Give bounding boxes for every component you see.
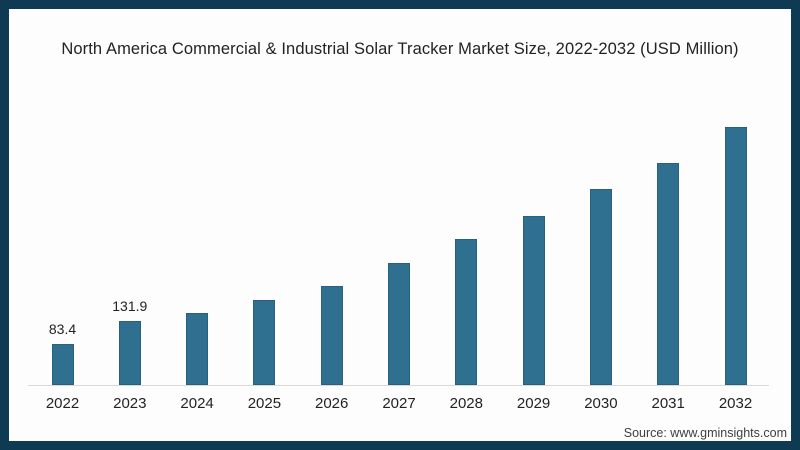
x-tick-2025: 2025 — [247, 395, 282, 412]
x-tick-2028: 2028 — [449, 395, 483, 412]
bar-2028 — [455, 239, 478, 385]
bar-2026 — [320, 285, 343, 385]
x-axis-line — [28, 385, 769, 386]
bar-2027 — [388, 262, 410, 385]
bar-2030 — [589, 188, 612, 385]
x-tick-2022: 2022 — [45, 395, 80, 412]
bar-2023 — [118, 320, 141, 385]
bar-2025 — [253, 300, 276, 385]
bar-value-label-2023: 131.9 — [112, 297, 148, 314]
bar-2024 — [186, 312, 209, 385]
bar-2022 — [51, 344, 74, 385]
x-tick-2030: 2030 — [584, 395, 618, 412]
x-tick-2023: 2023 — [113, 395, 147, 412]
x-tick-2027: 2027 — [382, 395, 416, 412]
chart-title: North America Commercial & Industrial So… — [61, 40, 739, 58]
source-attribution: Source: www.gminsights.com — [623, 426, 787, 440]
x-tick-2024: 2024 — [180, 395, 214, 412]
bar-2031 — [657, 163, 680, 385]
bar-value-label-2022: 83.4 — [48, 321, 77, 338]
bar-2029 — [522, 216, 545, 385]
x-tick-2031: 2031 — [651, 395, 685, 412]
bar-2032 — [724, 127, 747, 385]
x-tick-2026: 2026 — [315, 395, 349, 412]
x-tick-2032: 2032 — [718, 395, 753, 412]
x-tick-2029: 2029 — [516, 395, 551, 412]
